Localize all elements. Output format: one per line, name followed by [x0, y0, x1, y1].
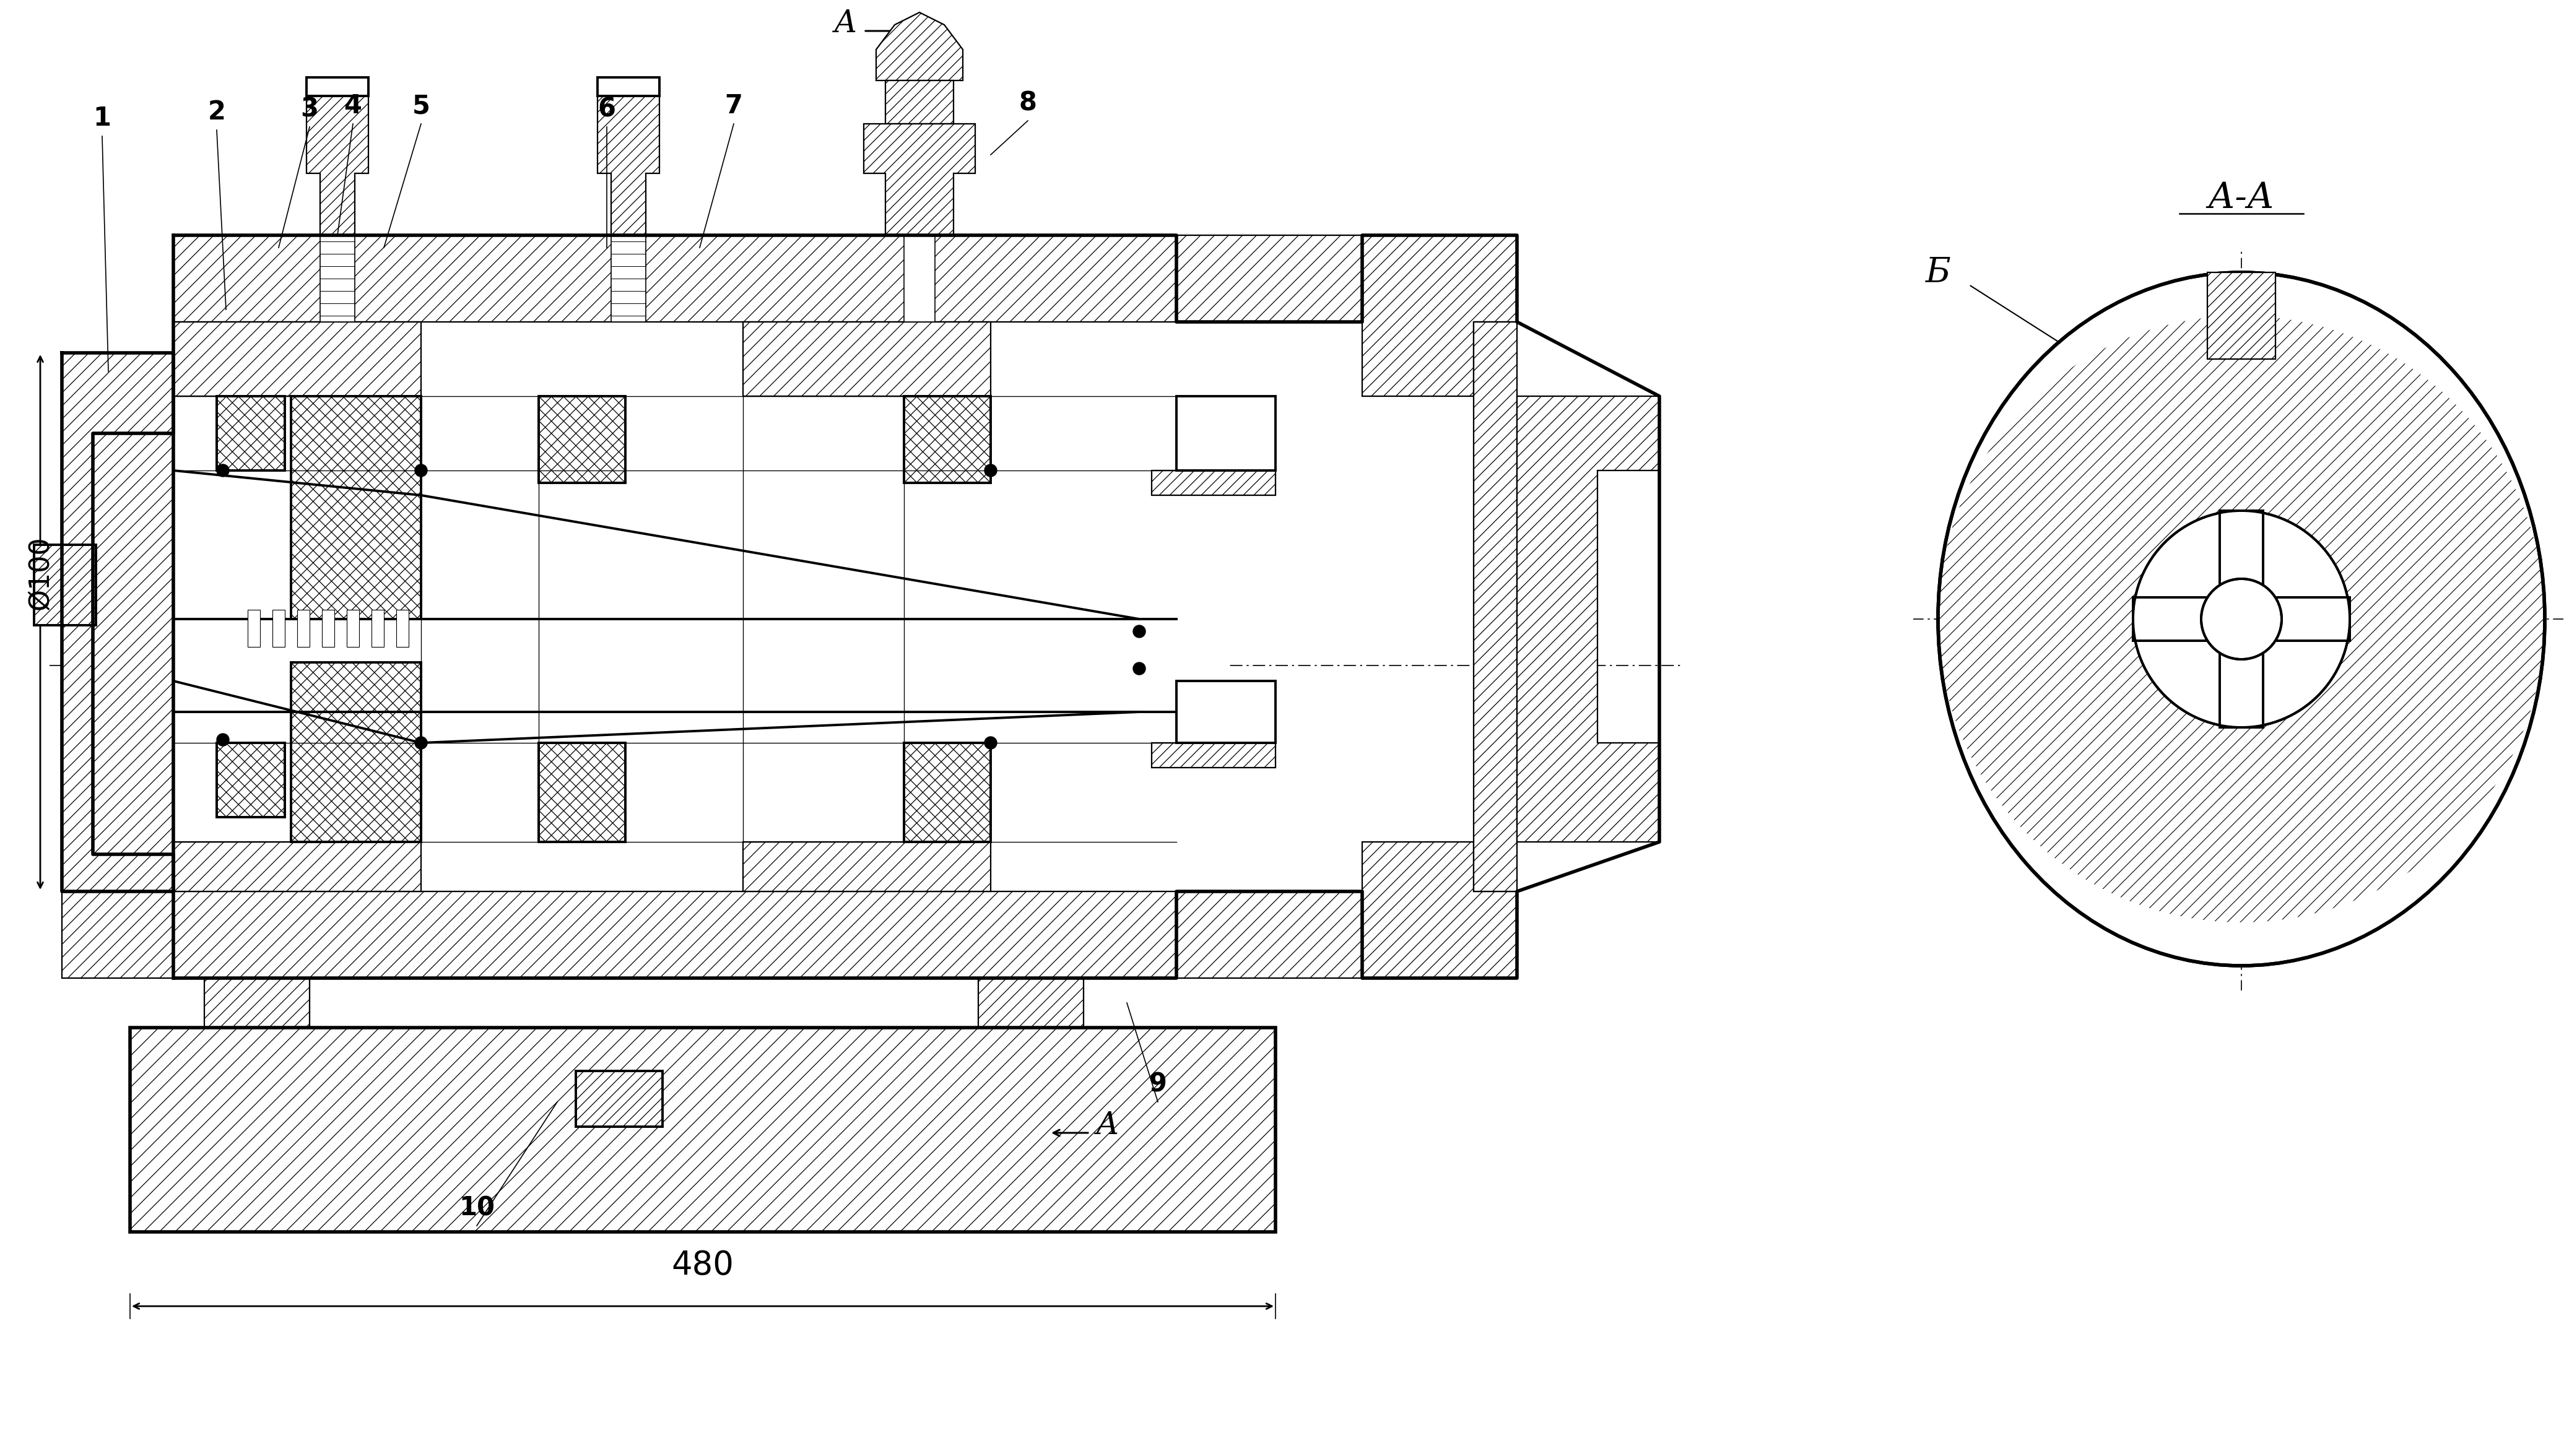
Bar — [905, 236, 936, 322]
Circle shape — [415, 464, 428, 476]
Polygon shape — [1518, 396, 1659, 842]
Text: А: А — [1095, 1109, 1120, 1140]
Polygon shape — [2208, 272, 2274, 360]
Polygon shape — [538, 743, 626, 842]
Bar — [33, 545, 95, 625]
Polygon shape — [92, 434, 174, 855]
Circle shape — [218, 734, 228, 745]
Polygon shape — [597, 96, 659, 236]
Bar — [308, 77, 369, 96]
Polygon shape — [2220, 511, 2264, 728]
Circle shape — [218, 464, 228, 476]
Bar — [538, 743, 626, 842]
Polygon shape — [174, 470, 1138, 743]
Text: 480: 480 — [672, 1249, 733, 1281]
Bar — [397, 610, 408, 646]
Polygon shape — [131, 1028, 1274, 1232]
Text: 5: 5 — [413, 93, 431, 119]
Text: 7: 7 — [726, 93, 744, 119]
Polygon shape — [979, 978, 1085, 1028]
Bar — [905, 743, 990, 842]
Polygon shape — [577, 1072, 662, 1127]
Bar — [290, 662, 420, 842]
Polygon shape — [174, 322, 420, 396]
Bar — [174, 619, 1226, 712]
Polygon shape — [205, 978, 310, 1028]
Text: Ø100: Ø100 — [28, 536, 54, 610]
Polygon shape — [744, 842, 990, 891]
Text: А: А — [833, 9, 856, 39]
Bar — [346, 610, 359, 646]
Bar — [297, 610, 310, 646]
Bar — [577, 1072, 662, 1127]
Bar — [323, 610, 333, 646]
Text: 2: 2 — [208, 99, 226, 125]
Polygon shape — [174, 842, 420, 891]
Polygon shape — [885, 80, 954, 124]
Bar — [218, 743, 285, 817]
Polygon shape — [33, 545, 95, 625]
Polygon shape — [218, 396, 285, 470]
Polygon shape — [2220, 511, 2264, 728]
Bar — [272, 610, 285, 646]
Ellipse shape — [1938, 272, 2546, 965]
Polygon shape — [174, 891, 1177, 978]
Polygon shape — [1361, 842, 1518, 978]
Bar — [131, 1028, 1274, 1232]
Circle shape — [985, 737, 997, 748]
Polygon shape — [744, 322, 990, 396]
Bar — [905, 396, 990, 483]
Circle shape — [1133, 625, 1146, 638]
Polygon shape — [864, 124, 974, 236]
Polygon shape — [1151, 743, 1274, 767]
Text: 3: 3 — [300, 96, 318, 122]
Text: 1: 1 — [92, 105, 110, 131]
Bar — [249, 610, 259, 646]
Polygon shape — [2133, 597, 2349, 641]
Polygon shape — [1151, 470, 1274, 495]
Bar — [610, 236, 646, 322]
Bar — [1177, 396, 1274, 470]
Bar — [218, 396, 285, 470]
Bar — [372, 610, 385, 646]
Text: 8: 8 — [1018, 90, 1036, 116]
Bar — [290, 396, 420, 619]
Circle shape — [415, 737, 428, 748]
Polygon shape — [290, 662, 420, 842]
Polygon shape — [1361, 236, 1518, 396]
Text: 6: 6 — [597, 96, 615, 122]
Text: А-А: А-А — [2208, 181, 2274, 215]
Polygon shape — [290, 396, 420, 619]
Polygon shape — [1177, 236, 1361, 322]
Text: Б: Б — [1926, 255, 1951, 290]
Polygon shape — [538, 396, 626, 483]
Polygon shape — [174, 236, 1177, 322]
Text: 10: 10 — [459, 1195, 495, 1220]
Circle shape — [2200, 579, 2282, 660]
Polygon shape — [1177, 891, 1361, 978]
Bar — [1177, 681, 1274, 743]
Text: 9: 9 — [1149, 1072, 1167, 1096]
Polygon shape — [2133, 597, 2349, 641]
Circle shape — [1133, 662, 1146, 674]
Circle shape — [2133, 511, 2349, 728]
Polygon shape — [877, 13, 964, 80]
Polygon shape — [308, 96, 369, 236]
Text: 4: 4 — [344, 93, 362, 119]
Bar — [320, 236, 354, 322]
Bar — [538, 396, 626, 483]
Polygon shape — [905, 743, 990, 842]
Circle shape — [985, 464, 997, 476]
Polygon shape — [905, 396, 990, 483]
Polygon shape — [1474, 322, 1518, 891]
Bar — [597, 77, 659, 96]
Polygon shape — [218, 743, 285, 817]
Polygon shape — [62, 352, 174, 978]
